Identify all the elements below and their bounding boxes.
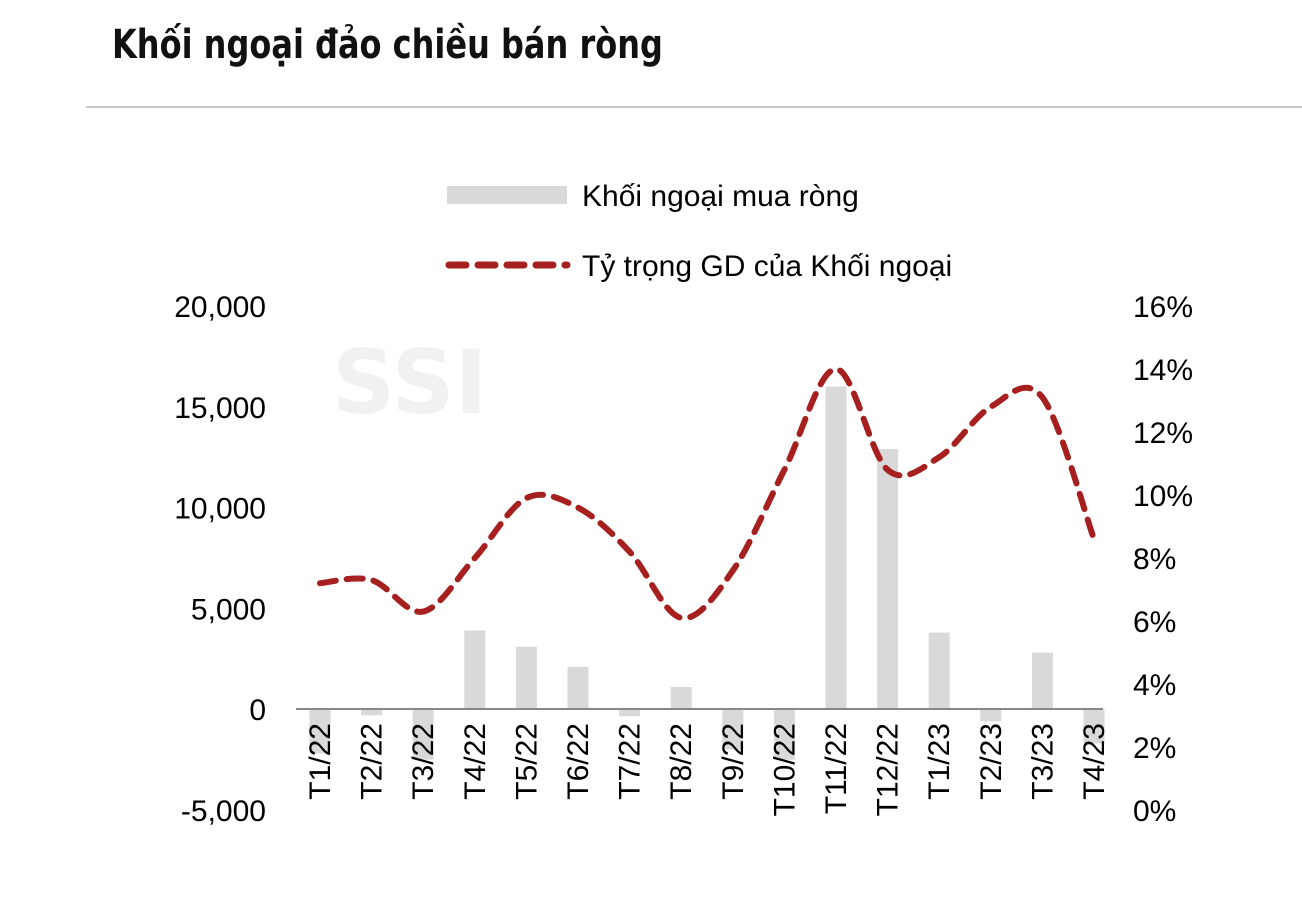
bar-T3/22 xyxy=(412,709,434,760)
bar-T10/22 xyxy=(773,709,795,760)
right-tick-label: 0% xyxy=(1133,795,1176,828)
left-tick-label: 0 xyxy=(249,694,266,727)
bar-T4/23 xyxy=(1083,709,1105,744)
x-tick-label: T4/23 xyxy=(1078,723,1111,800)
x-tick-label: T3/23 xyxy=(1026,723,1059,800)
x-tick-label: T4/22 xyxy=(459,723,492,800)
x-tick-label: T1/23 xyxy=(923,723,956,800)
x-tick-label: T8/22 xyxy=(665,723,698,800)
bar-T11/22 xyxy=(825,386,847,710)
bar-T8/22 xyxy=(670,687,692,710)
right-tick-label: 14% xyxy=(1133,354,1193,387)
right-tick-label: 6% xyxy=(1133,606,1176,639)
bar-T7/22 xyxy=(619,709,641,717)
x-axis-ticks: T1/22 T2/22 T3/22 T4/22 T5/22 T6/22 T7/22 T8/22… xyxy=(304,723,1111,816)
line-series-path xyxy=(317,366,1097,621)
x-tick-label: T1/22 xyxy=(304,723,337,800)
x-tick-label: T12/22 xyxy=(872,723,905,816)
left-tick-label: 5,000 xyxy=(191,593,266,626)
x-tick-label: T11/22 xyxy=(820,723,853,814)
legend-bar-swatch xyxy=(447,186,567,204)
right-axis-ticks: 0% 2% 4% 6% 8% 10% 12% 14% 16% xyxy=(1133,291,1193,828)
x-tick-label: T3/22 xyxy=(407,723,440,800)
bar-T1/23 xyxy=(928,632,950,710)
x-tick-label: T6/22 xyxy=(562,723,595,800)
legend: Khối ngoại mua ròng Tỷ trọng GD của Khối… xyxy=(445,180,952,283)
bar-T5/22 xyxy=(515,646,537,710)
x-tick-label: T7/22 xyxy=(614,723,647,800)
x-tick-label: T2/23 xyxy=(975,723,1008,800)
bar-T1/22 xyxy=(309,709,331,754)
x-tick-label: T5/22 xyxy=(510,723,543,800)
legend-line-label: Tỷ trọng GD của Khối ngoại xyxy=(582,250,952,283)
left-tick-label: 15,000 xyxy=(174,392,266,425)
bar-T6/22 xyxy=(567,666,589,710)
right-tick-label: 12% xyxy=(1133,417,1193,450)
left-tick-label: -5,000 xyxy=(181,795,266,828)
right-tick-label: 16% xyxy=(1133,291,1193,324)
right-tick-label: 2% xyxy=(1133,732,1176,765)
left-axis-ticks: -5,000 0 5,000 10,000 15,000 20,000 xyxy=(174,291,266,828)
x-tick-label: T2/22 xyxy=(356,723,389,800)
bar-T2/22 xyxy=(361,709,383,716)
left-tick-label: 20,000 xyxy=(174,291,266,324)
right-tick-label: 8% xyxy=(1133,543,1176,576)
watermark: SSI xyxy=(332,331,488,434)
page-title: Khối ngoại đảo chiều bán ròng xyxy=(112,22,663,68)
title-divider xyxy=(86,106,1302,108)
right-tick-label: 10% xyxy=(1133,480,1193,513)
bar-series xyxy=(309,386,1105,760)
right-tick-label: 4% xyxy=(1133,669,1176,702)
bar-T9/22 xyxy=(722,709,744,750)
x-tick-label: T10/22 xyxy=(768,723,801,816)
bar-T2/23 xyxy=(980,709,1002,722)
bar-T3/23 xyxy=(1031,652,1053,710)
left-tick-label: 10,000 xyxy=(174,493,266,526)
legend-bar-label: Khối ngoại mua ròng xyxy=(582,180,859,213)
bar-T12/22 xyxy=(877,449,899,710)
bar-T4/22 xyxy=(464,630,486,710)
x-tick-label: T9/22 xyxy=(717,723,750,800)
